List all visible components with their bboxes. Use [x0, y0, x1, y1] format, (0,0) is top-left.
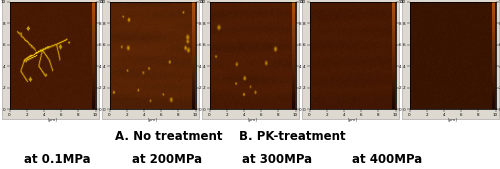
- FancyBboxPatch shape: [302, 0, 398, 119]
- FancyBboxPatch shape: [402, 0, 498, 119]
- FancyBboxPatch shape: [2, 0, 98, 119]
- Text: at 300MPa: at 300MPa: [242, 153, 312, 166]
- FancyBboxPatch shape: [202, 0, 298, 119]
- FancyBboxPatch shape: [102, 0, 198, 119]
- Text: at 400MPa: at 400MPa: [352, 153, 422, 166]
- Text: A. No treatment    B. PK-treatment: A. No treatment B. PK-treatment: [114, 130, 346, 142]
- Text: at 200MPa: at 200MPa: [132, 153, 202, 166]
- Text: at 0.1MPa: at 0.1MPa: [24, 153, 91, 166]
